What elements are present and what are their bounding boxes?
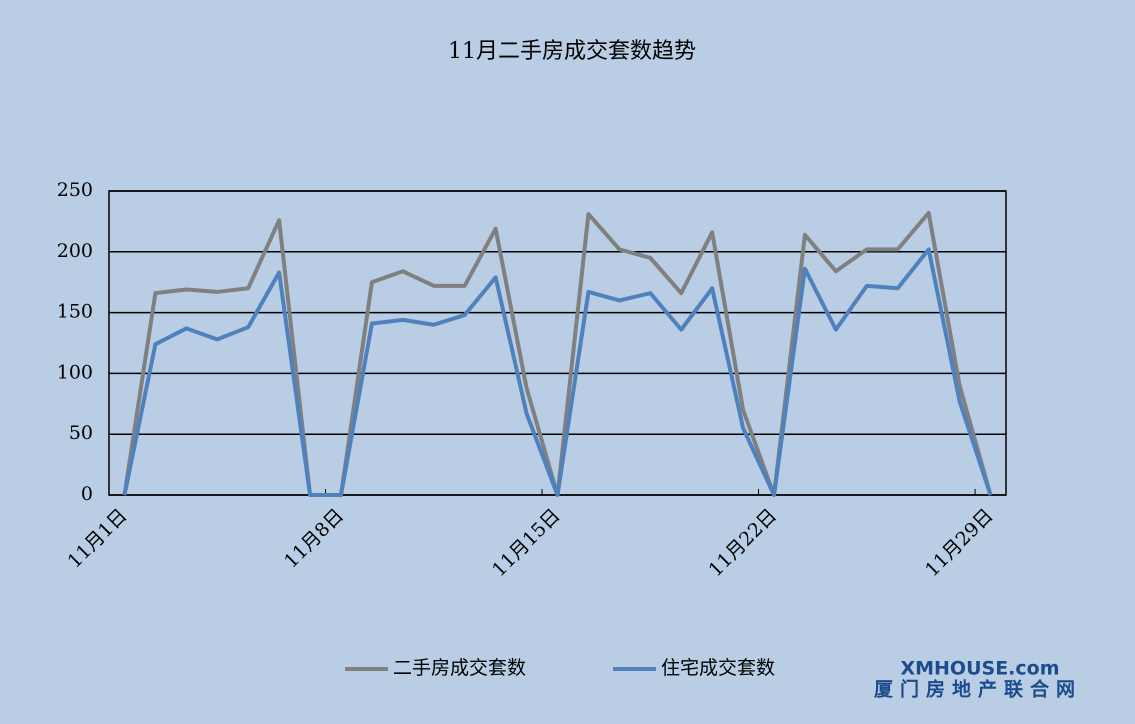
x-tick-label: 11月1日	[63, 505, 131, 573]
x-tick-label: 11月29日	[921, 505, 998, 582]
x-tick-label: 11月8日	[280, 505, 348, 573]
series-line	[122, 210, 993, 497]
y-tick-label: 200	[57, 240, 93, 262]
x-tick-label: 11月22日	[704, 505, 781, 582]
series-line	[122, 247, 993, 497]
x-tick-label: 11月15日	[488, 505, 565, 582]
chart-title: 11月二手房成交套数趋势	[448, 39, 696, 64]
y-tick-label: 100	[57, 361, 93, 383]
y-tick-label: 50	[69, 422, 93, 444]
watermark-subtitle: 厦门房地产联合网	[874, 678, 1082, 701]
y-tick-label: 250	[57, 179, 93, 201]
y-tick-label: 150	[57, 301, 93, 323]
watermark-brand: XMHOUSE.com	[900, 658, 1059, 680]
plot-area	[108, 190, 1007, 496]
y-tick-label: 0	[81, 483, 93, 505]
legend-label: 住宅成交套数	[661, 657, 775, 679]
legend-label: 二手房成交套数	[393, 657, 526, 679]
